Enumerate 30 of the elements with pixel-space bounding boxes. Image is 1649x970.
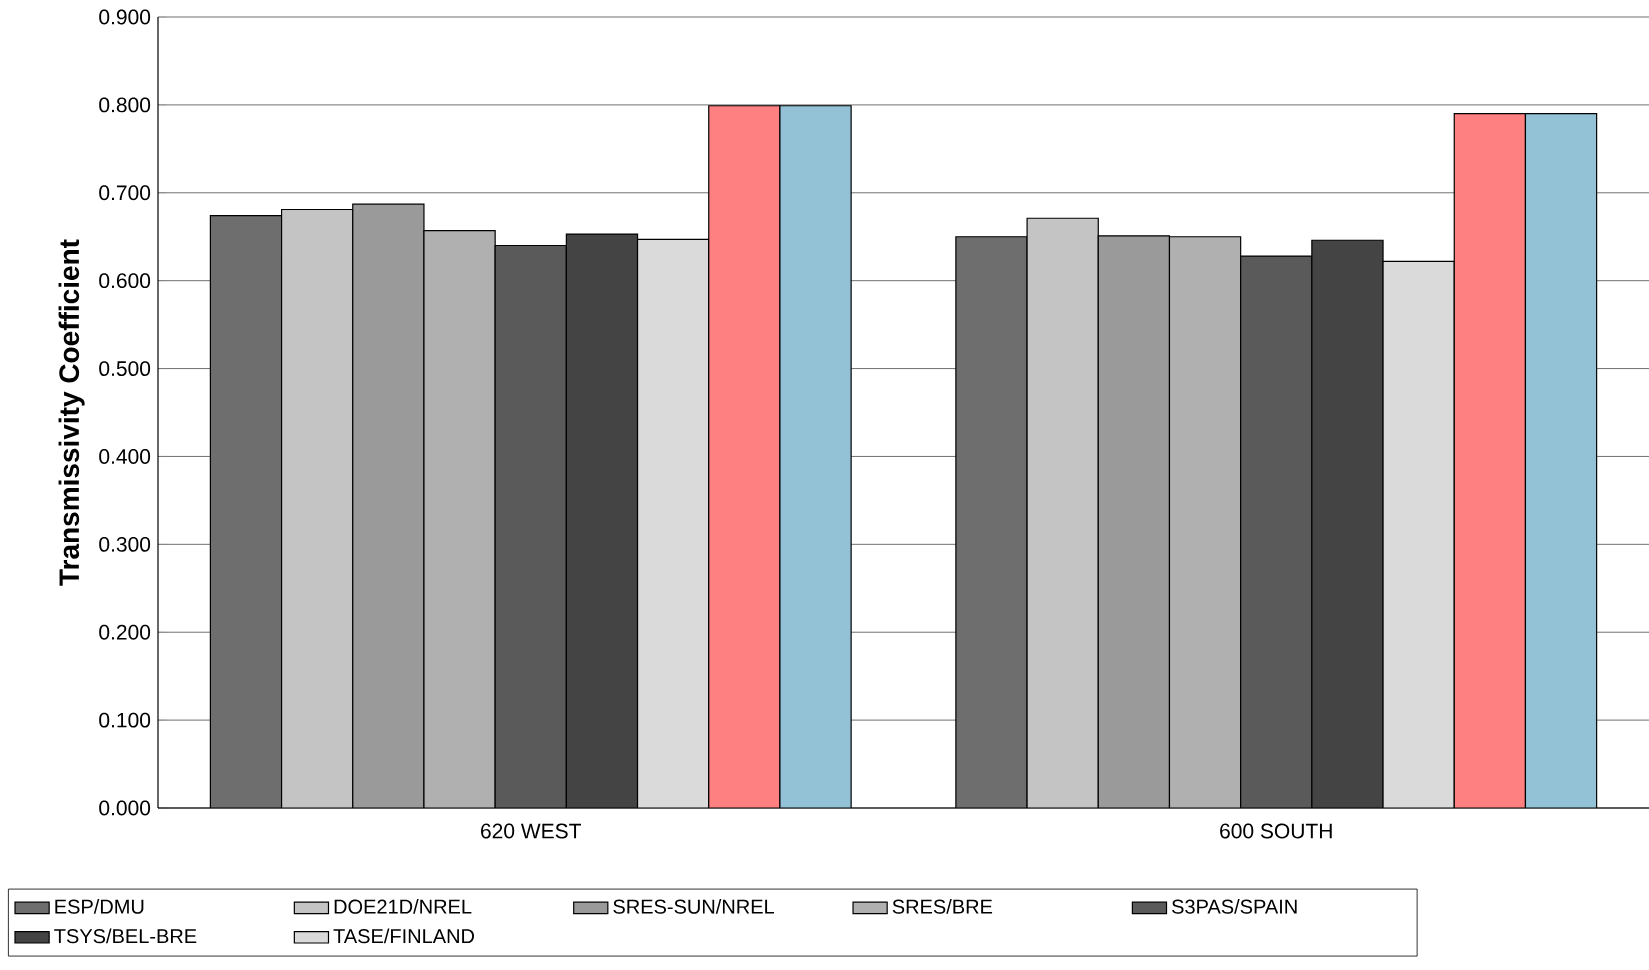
bar xyxy=(708,105,780,808)
bar xyxy=(281,209,353,808)
bar xyxy=(1168,236,1242,808)
legend-label: TSYS/BEL-BRE xyxy=(54,928,197,944)
legend-label: ESP/DMU xyxy=(55,899,144,914)
y-tick-label: 0.600 xyxy=(99,273,151,289)
y-tick-label: 0.800 xyxy=(99,97,151,113)
y-tick-label: 0.500 xyxy=(99,361,151,377)
bar xyxy=(566,234,638,808)
legend-label: TASE/FINLAND xyxy=(333,928,475,944)
bar xyxy=(1382,260,1455,808)
y-axis-title: Transmissivity Coefficient xyxy=(58,239,85,586)
y-tick-label: 0.100 xyxy=(99,712,151,728)
legend-label: SRES-SUN/NREL xyxy=(613,899,775,914)
bar xyxy=(637,239,709,808)
legend-label: S3PAS/SPAIN xyxy=(1172,899,1297,914)
x-tick-label: 600 SOUTH xyxy=(1220,823,1332,839)
y-tick-label: 0.700 xyxy=(99,185,151,201)
bar xyxy=(1311,239,1384,808)
legend-label: SRES/BRE xyxy=(892,899,993,914)
y-tick-label: 0.000 xyxy=(99,800,151,816)
bar xyxy=(423,230,496,808)
y-tick-label: 0.300 xyxy=(99,536,151,552)
y-tick-label: 0.400 xyxy=(99,449,151,464)
bar xyxy=(1026,217,1099,808)
legend-label: DOE21D/NREL xyxy=(334,899,472,914)
bar xyxy=(1453,113,1527,808)
x-tick-label: 620 WEST xyxy=(481,823,581,839)
y-tick-label: 0.900 xyxy=(99,9,151,25)
y-tick-label: 0.200 xyxy=(99,624,151,640)
